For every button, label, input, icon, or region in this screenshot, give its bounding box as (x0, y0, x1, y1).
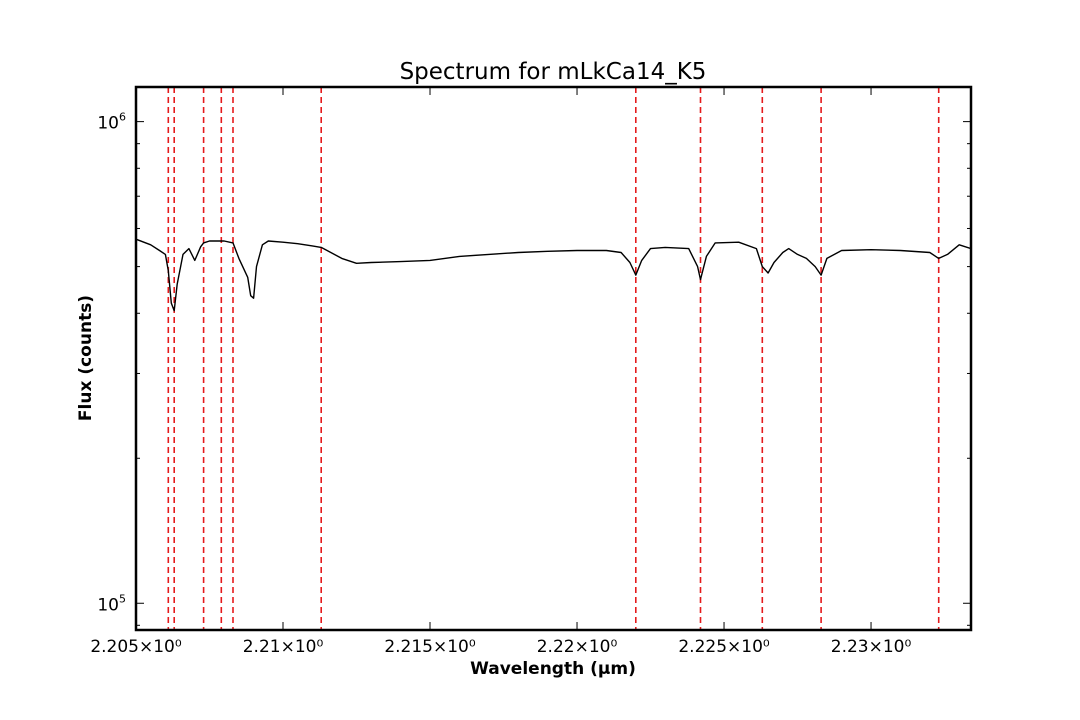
y-tick-label-0: 105 (97, 592, 126, 615)
x-tick-label-2: 2.215×10⁰ (384, 637, 476, 657)
x-tick-label-4: 2.225×10⁰ (678, 637, 770, 657)
reference-lines (167, 87, 940, 630)
series-layer (136, 238, 971, 312)
y-axis: 105 106 (97, 111, 971, 626)
x-tick-label-0: 2.205×10⁰ (90, 637, 182, 657)
x-tick-label-5: 2.23×10⁰ (831, 637, 912, 657)
plot-frame (134, 85, 973, 632)
spectrum-line-0 (136, 238, 971, 312)
chart-title: Spectrum for mLkCa14_K5 (400, 59, 707, 85)
y-tick-label-1: 106 (97, 111, 126, 134)
x-tick-label-1: 2.21×10⁰ (243, 637, 324, 657)
y-axis-label: Flux (counts) (76, 295, 96, 421)
x-axis: 2.205×10⁰ 2.21×10⁰ 2.215×10⁰ 2.22×10⁰ 2.225×… (90, 87, 911, 657)
x-axis-label: Wavelength (μm) (470, 659, 636, 679)
x-tick-label-3: 2.22×10⁰ (537, 637, 618, 657)
